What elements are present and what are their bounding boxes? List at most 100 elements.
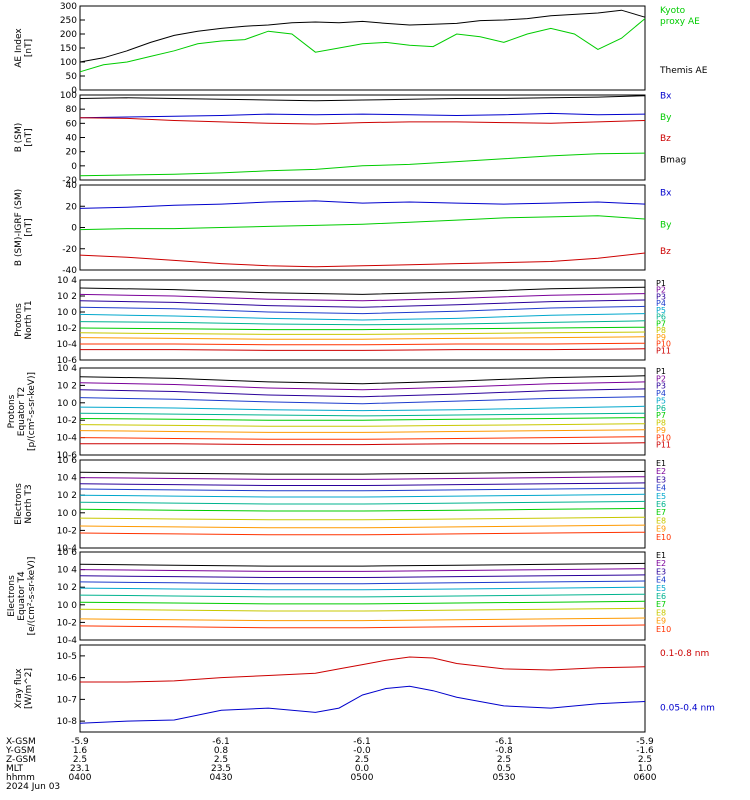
channel-label: E4	[656, 484, 666, 493]
y-tick-label: 60	[66, 119, 78, 129]
channel-label: P11	[656, 346, 671, 355]
y-axis-label: AE Index	[14, 28, 24, 68]
panel-frame	[79, 5, 646, 91]
y-tick-label: 10 0	[57, 308, 77, 318]
legend-label: 0.05-0.4 nm	[660, 703, 715, 713]
y-tick-label: 0	[71, 162, 77, 172]
footer-value: 0530	[493, 773, 516, 783]
y-tick-label: 10-2	[57, 324, 77, 334]
channel-label: E9	[656, 525, 666, 534]
channel-line	[79, 482, 646, 486]
y-axis-label: [p/(cm²-s-sr-keV)]	[27, 372, 37, 451]
y-axis-label: B (SM)	[14, 123, 24, 153]
channel-label: E10	[656, 533, 671, 542]
footer-value: -6.1	[212, 737, 230, 747]
channel-label: P9	[656, 333, 666, 342]
channel-label: P7	[656, 319, 666, 328]
y-tick-label: 100	[60, 91, 77, 101]
y-tick-label: 10 2	[57, 292, 77, 302]
legend-label: Bmag	[660, 155, 686, 165]
footer-row-label: X-GSM	[6, 737, 36, 747]
channel-line	[79, 396, 646, 405]
channel-line	[79, 617, 646, 622]
channel-label: P8	[656, 326, 666, 335]
legend-label: Bx	[660, 189, 672, 199]
y-tick-label: 0	[71, 224, 77, 234]
channel-line	[79, 313, 646, 321]
channel-label: E4	[656, 576, 666, 585]
footer-value: 2.5	[497, 755, 511, 765]
y-tick-label: 10-6	[57, 356, 78, 366]
y-tick-label: 10-2	[57, 416, 77, 426]
y-tick-label: 10 4	[57, 364, 77, 374]
series-line	[80, 656, 646, 683]
y-tick-label: 10-4	[57, 544, 78, 554]
channel-line	[79, 607, 646, 612]
y-tick-label: 10 4	[57, 474, 77, 484]
footer-row-label: MLT	[6, 764, 24, 774]
legend-label: proxy AE	[660, 17, 700, 27]
y-axis-label: [nT]	[24, 218, 34, 236]
series-line	[79, 9, 646, 63]
channel-line	[79, 417, 646, 421]
y-tick-label: 10-6	[57, 451, 78, 461]
panel-2: -20 0 20 40 60 80 100 B (SM) [nT] Bx By Bz Bmag	[14, 91, 686, 186]
y-tick-label: 200	[60, 30, 77, 40]
footer-value: 23.5	[211, 764, 231, 774]
y-tick-label: 10 6	[57, 456, 77, 466]
channel-line	[79, 375, 646, 385]
channel-label: E3	[656, 475, 666, 484]
channel-line	[79, 331, 646, 335]
channel-line	[80, 342, 646, 346]
channel-label: P5	[656, 396, 666, 405]
channel-label: E2	[656, 559, 666, 568]
panel-1: 0 50 100 150 200 250 300 AE Index [nT] Kyotoproxy…	[14, 2, 708, 96]
channel-label: P5	[656, 306, 666, 315]
channel-line	[79, 493, 646, 498]
footer-value: -0.8	[495, 746, 513, 756]
y-tick-label: 10 0	[57, 509, 77, 519]
channel-line	[79, 470, 646, 475]
channel-line	[79, 500, 646, 505]
legend-label: Bz	[660, 247, 671, 257]
channel-label: P3	[656, 382, 666, 391]
y-axis-label: Electrons	[14, 483, 24, 525]
footer-row-label: Z-GSM	[6, 755, 36, 765]
channel-line	[79, 412, 646, 417]
y-tick-label: 0	[71, 86, 77, 96]
channel-label: E2	[656, 467, 666, 476]
panel-3: -40 -20 0 20 40 B (SM)-IGRF (SM) [nT] Bx By Bz	[14, 181, 672, 276]
footer-value: 2.5	[638, 755, 652, 765]
channel-line	[79, 562, 646, 567]
footer-value: 2.5	[73, 755, 87, 765]
channel-line	[79, 586, 646, 591]
y-axis-label: Electrons	[7, 575, 17, 617]
y-tick-label: 20	[66, 202, 78, 212]
series-line	[79, 252, 646, 268]
panel-frame	[79, 94, 646, 181]
channel-line	[79, 524, 646, 529]
channel-label: E5	[656, 584, 666, 593]
series-line	[79, 95, 646, 102]
channel-line	[79, 507, 646, 512]
footer-value: 23.1	[70, 764, 90, 774]
panel-4: 10-6 10-4 10-2 10 0 10 2 10 4 Protons North T1 P…	[14, 276, 671, 366]
y-axis-label: North T3	[24, 484, 34, 523]
footer-value: 1.0	[638, 764, 653, 774]
y-axis-label: North T1	[24, 300, 34, 339]
legend-label: Bz	[660, 134, 671, 144]
footer-value: 0600	[634, 773, 657, 783]
y-tick-label: 10-4	[57, 340, 78, 350]
legend-label: By	[660, 113, 672, 123]
footer-value: 2.5	[214, 755, 228, 765]
footer-value: 0500	[351, 773, 374, 783]
footer-value: -6.1	[495, 737, 513, 747]
y-tick-label: 100	[60, 58, 77, 68]
footer-value: 0.5	[497, 764, 511, 774]
channel-label: P6	[656, 404, 666, 413]
channel-label: P2	[656, 374, 666, 383]
panel-5: 10-6 10-4 10-2 10 0 10 2 10 4 Protons Equator T…	[7, 364, 671, 461]
channel-label: E1	[656, 459, 666, 468]
y-tick-label: 10 4	[57, 276, 77, 286]
